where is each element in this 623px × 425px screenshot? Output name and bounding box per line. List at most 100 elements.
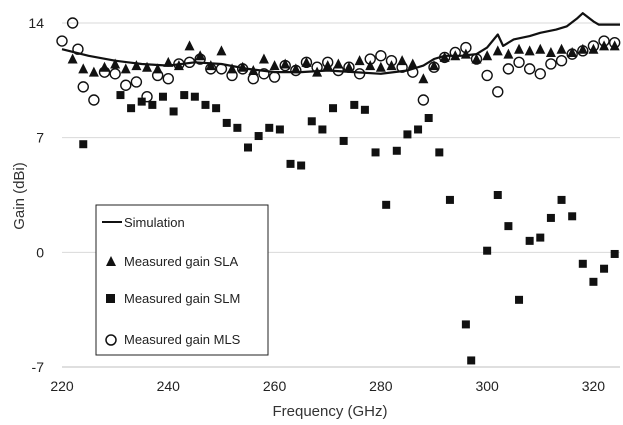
slm-point xyxy=(158,92,167,101)
mls-point xyxy=(566,48,578,60)
slm-point xyxy=(515,295,524,304)
tick-labels: 220 240 260 280 300 320 -7 0 7 14 xyxy=(28,15,605,394)
sla-point xyxy=(237,61,248,72)
sla-point xyxy=(67,53,78,64)
mls-point xyxy=(130,76,143,88)
mls-point xyxy=(300,56,313,69)
mls-point xyxy=(183,56,196,69)
mls-point xyxy=(353,68,366,80)
mls-point xyxy=(438,51,451,64)
slm-point xyxy=(382,200,391,209)
sla-point xyxy=(184,40,195,51)
slm-point xyxy=(265,123,274,132)
mls-point xyxy=(598,35,610,47)
x-tick-label: 280 xyxy=(369,378,393,394)
mls-point xyxy=(492,86,504,98)
slm-point xyxy=(254,132,263,141)
sla-point xyxy=(439,51,450,62)
mls-point xyxy=(375,50,387,62)
legend-label: Simulation xyxy=(124,215,185,230)
slm-point xyxy=(233,123,242,132)
mls-point xyxy=(268,71,281,83)
slm-point xyxy=(568,212,577,221)
mls-point xyxy=(72,43,84,55)
y-tick-label: 7 xyxy=(36,130,44,146)
sla-point xyxy=(280,58,291,69)
sla-point xyxy=(163,56,174,67)
mls-point xyxy=(194,53,206,65)
x-axis-title: Frequency (GHz) xyxy=(272,403,387,420)
mls-point xyxy=(545,58,557,70)
mls-point xyxy=(449,46,461,59)
mls-point xyxy=(587,40,600,52)
series-circle xyxy=(56,17,621,106)
sla-point xyxy=(407,58,418,69)
legend-circle-swatch xyxy=(105,334,117,346)
mls-point xyxy=(407,66,419,78)
legend-label: Measured gain MLS xyxy=(124,332,241,347)
slm-point xyxy=(190,92,199,101)
x-tick-label: 260 xyxy=(263,378,287,394)
sla-point xyxy=(248,65,259,76)
x-tick-label: 320 xyxy=(582,378,606,394)
y-axis-title: Gain (dBi) xyxy=(11,162,28,230)
mls-point xyxy=(470,53,483,65)
sla-point xyxy=(482,50,493,61)
slm-point xyxy=(127,104,136,113)
mls-point xyxy=(162,72,174,85)
mls-point xyxy=(428,61,440,73)
mls-point xyxy=(226,69,238,82)
sla-point xyxy=(301,56,312,67)
sla-point xyxy=(567,46,578,57)
mls-point xyxy=(247,72,260,85)
y-tick-label: 14 xyxy=(28,15,44,31)
sla-point xyxy=(503,48,514,59)
slm-point xyxy=(297,161,306,170)
mls-point xyxy=(481,69,493,82)
sla-point xyxy=(535,43,546,54)
sla-point xyxy=(110,58,121,69)
sla-point xyxy=(290,63,301,74)
slm-point xyxy=(392,146,401,155)
mls-point xyxy=(66,17,79,29)
sla-point xyxy=(142,61,153,72)
data-series xyxy=(56,12,621,365)
slm-point xyxy=(350,100,359,109)
sla-point xyxy=(375,61,386,72)
slm-point xyxy=(212,104,221,113)
sla-point xyxy=(545,46,556,57)
mls-point xyxy=(290,64,302,77)
mls-point xyxy=(322,56,334,69)
legend-triangle-swatch xyxy=(106,256,116,266)
mls-point xyxy=(396,61,408,73)
sla-point xyxy=(216,45,227,56)
mls-point xyxy=(608,36,621,49)
mls-point xyxy=(236,63,249,75)
slm-point xyxy=(244,143,252,152)
sla-point xyxy=(258,53,269,64)
slm-point xyxy=(180,91,189,100)
slm-point xyxy=(435,148,444,157)
legend-label: Measured gain SLA xyxy=(124,254,239,269)
sla-point xyxy=(556,43,567,54)
slm-point xyxy=(403,130,412,139)
mls-point xyxy=(460,41,472,54)
slm-point xyxy=(339,136,348,145)
legend-item-simulation: Simulation xyxy=(102,215,185,230)
slm-point xyxy=(148,100,157,109)
mls-point xyxy=(311,61,323,73)
sla-point xyxy=(322,60,333,71)
mls-point xyxy=(215,63,228,75)
mls-point xyxy=(513,56,525,69)
sla-point xyxy=(418,73,429,84)
slm-point xyxy=(445,195,454,204)
slm-point xyxy=(424,114,433,123)
mls-point xyxy=(343,61,355,73)
mls-point xyxy=(98,66,111,78)
slm-point xyxy=(137,97,146,106)
sla-point xyxy=(205,60,216,71)
sla-point xyxy=(450,50,461,61)
sla-point xyxy=(120,63,131,74)
slm-point xyxy=(536,233,545,242)
